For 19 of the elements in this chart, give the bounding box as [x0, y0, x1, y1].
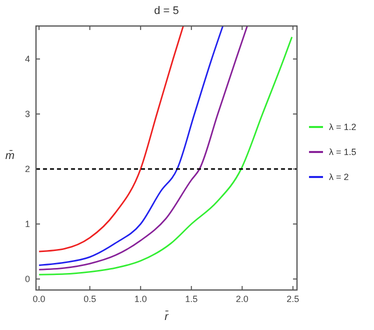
line-series	[38, 36, 293, 276]
y-axis-title: m̄	[5, 149, 15, 162]
y-tick-label: 3	[24, 109, 30, 119]
legend-label: λ = 1.5	[329, 147, 356, 157]
x-tick-label: 0.5	[84, 294, 96, 304]
y-tick-label: 0	[24, 274, 30, 284]
x-tick-label: 0.0	[32, 294, 46, 304]
x-axis-title: r̄	[164, 310, 170, 323]
x-tick-label: 1.5	[185, 294, 198, 304]
line-series	[38, 26, 184, 252]
y-tick-label: 2	[24, 164, 30, 174]
x-tick-label: 2.0	[236, 294, 248, 304]
x-tick-label: 2.5	[286, 294, 300, 304]
legend-label: λ = 1.2	[329, 122, 356, 132]
legend-label: λ = 2	[329, 172, 349, 182]
x-tick-label: 1.0	[134, 294, 147, 304]
chart-title: d = 5	[154, 5, 179, 17]
y-tick-label: 1	[24, 219, 30, 229]
y-tick-label: 4	[24, 54, 30, 64]
